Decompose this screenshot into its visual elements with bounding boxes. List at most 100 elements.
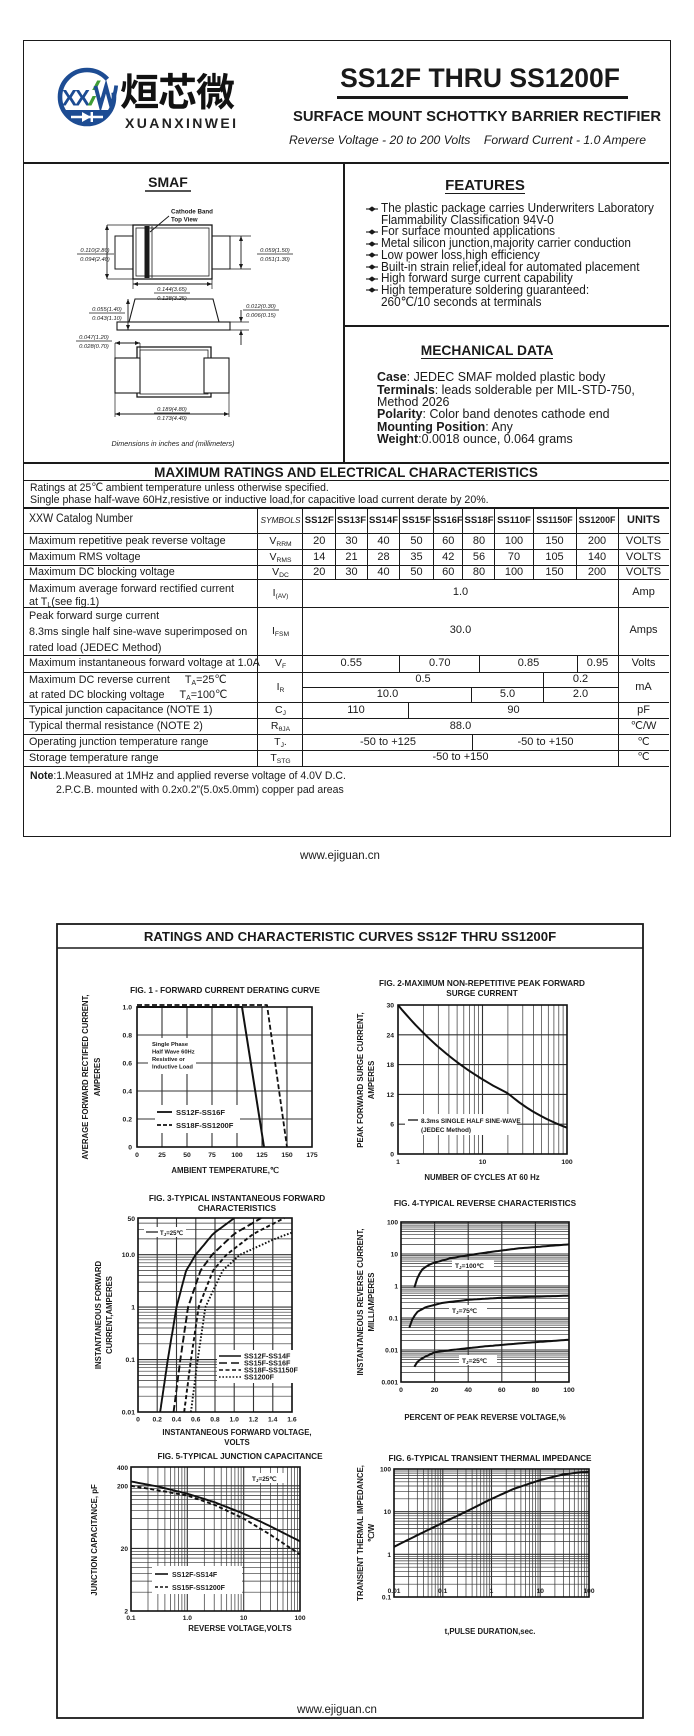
svg-text:0.028(0.70): 0.028(0.70) <box>79 344 109 350</box>
svg-text:1: 1 <box>394 1284 398 1291</box>
svg-text:0.8: 0.8 <box>123 1033 133 1040</box>
svg-text:40: 40 <box>464 1387 472 1394</box>
svg-text:100: 100 <box>563 1387 575 1394</box>
svg-text:FIG. 5-TYPICAL JUNCTION CAPACI: FIG. 5-TYPICAL JUNCTION CAPACITANCE <box>157 1452 323 1461</box>
svg-text:12: 12 <box>386 1092 394 1099</box>
svg-text:80: 80 <box>532 1387 540 1394</box>
svg-text:Resistive or: Resistive or <box>152 1057 186 1063</box>
svg-text:6: 6 <box>390 1122 394 1129</box>
svg-text:1.2: 1.2 <box>249 1417 259 1424</box>
svg-text:0.012(0.30): 0.012(0.30) <box>246 304 276 310</box>
svg-text:MILLIAMPERES: MILLIAMPERES <box>367 1273 376 1332</box>
svg-text:200: 200 <box>117 1483 128 1490</box>
svg-text:TRANSIENT THERMAL IMPEDANCE,: TRANSIENT THERMAL IMPEDANCE, <box>356 1465 365 1601</box>
svg-text:0.051(1.30): 0.051(1.30) <box>260 257 290 263</box>
svg-text:100: 100 <box>231 1152 243 1159</box>
svg-text:50: 50 <box>127 1216 135 1223</box>
svg-text:FIG. 3-TYPICAL INSTANTANEOUS F: FIG. 3-TYPICAL INSTANTANEOUS FORWARD <box>149 1194 325 1203</box>
svg-text:INSTANTANEOUS FORWARD VOLTAGE,: INSTANTANEOUS FORWARD VOLTAGE, <box>162 1428 311 1437</box>
svg-text:AVERAGE FORWARD RECTIFIED CURR: AVERAGE FORWARD RECTIFIED CURRENT, <box>81 994 90 1159</box>
svg-text:50: 50 <box>183 1152 191 1159</box>
svg-text:10.0: 10.0 <box>122 1252 135 1259</box>
svg-text:XX: XX <box>62 86 90 111</box>
svg-text:10: 10 <box>384 1509 392 1516</box>
svg-text:RATINGS AND CHARACTERISTIC CUR: RATINGS AND CHARACTERISTIC CURVES SS12F … <box>144 929 556 944</box>
svg-text:SURGE CURRENT: SURGE CURRENT <box>446 989 517 998</box>
svg-text:20: 20 <box>121 1546 129 1553</box>
svg-text:100: 100 <box>583 1588 594 1595</box>
svg-text:10: 10 <box>479 1159 487 1166</box>
svg-text:SS12F-SS16F: SS12F-SS16F <box>176 1108 225 1117</box>
svg-text:1: 1 <box>396 1159 400 1166</box>
svg-text:0.055(1.40): 0.055(1.40) <box>92 307 122 313</box>
svg-text:0.173(4.40): 0.173(4.40) <box>157 416 187 422</box>
svg-text:CURRENT,AMPERES: CURRENT,AMPERES <box>105 1276 114 1354</box>
svg-text:0.059(1.50): 0.059(1.50) <box>260 248 290 254</box>
svg-text:400: 400 <box>117 1465 128 1472</box>
svg-text:0.1: 0.1 <box>126 1357 136 1364</box>
svg-text:FIG. 6-TYPICAL TRANSIENT THERM: FIG. 6-TYPICAL TRANSIENT THERMAL IMPEDAN… <box>388 1454 592 1463</box>
svg-text:Half Wave 60Hz: Half Wave 60Hz <box>152 1050 195 1056</box>
svg-text:TJ=25℃: TJ=25℃ <box>462 1357 488 1365</box>
svg-text:0.1: 0.1 <box>382 1595 391 1602</box>
svg-text:Dimensions in inches and (mill: Dimensions in inches and (millimeters) <box>111 439 234 448</box>
svg-text:0.4: 0.4 <box>123 1089 133 1096</box>
svg-text:175: 175 <box>306 1152 318 1159</box>
svg-text:TJ=100℃: TJ=100℃ <box>455 1262 484 1270</box>
svg-text:1: 1 <box>490 1588 494 1595</box>
svg-text:0: 0 <box>128 1145 132 1152</box>
svg-text:AMBIENT TEMPERATURE,℃: AMBIENT TEMPERATURE,℃ <box>171 1166 279 1175</box>
svg-text:0: 0 <box>399 1387 403 1394</box>
svg-text:1.0: 1.0 <box>183 1615 192 1622</box>
svg-text:TJ=75℃: TJ=75℃ <box>452 1307 478 1315</box>
svg-text:0.8: 0.8 <box>210 1417 220 1424</box>
svg-text:t,PULSE DURATION,sec.: t,PULSE DURATION,sec. <box>445 1627 536 1636</box>
svg-text:0.1: 0.1 <box>126 1615 135 1622</box>
svg-text:SS15F-SS16F: SS15F-SS16F <box>244 1358 291 1367</box>
svg-text:0.110(2.80): 0.110(2.80) <box>80 248 109 254</box>
svg-text:0.189(4.80): 0.189(4.80) <box>157 407 187 413</box>
svg-text:0.144(3.65): 0.144(3.65) <box>157 287 187 293</box>
svg-text:SS18F-SS1200F: SS18F-SS1200F <box>176 1121 234 1130</box>
svg-text:1.6: 1.6 <box>287 1417 297 1424</box>
svg-text:REVERSE VOLTAGE,VOLTS: REVERSE VOLTAGE,VOLTS <box>188 1624 292 1633</box>
svg-text:100: 100 <box>294 1615 305 1622</box>
svg-text:100: 100 <box>387 1220 398 1227</box>
svg-text:SS12F-SS14F: SS12F-SS14F <box>172 1572 218 1579</box>
svg-text:0.4: 0.4 <box>172 1417 182 1424</box>
svg-text:0: 0 <box>390 1152 394 1159</box>
svg-text:0.047(1.20): 0.047(1.20) <box>79 335 109 341</box>
svg-text:2: 2 <box>124 1609 128 1616</box>
svg-text:8.3ms SINGLE HALF SINE-WAVE: 8.3ms SINGLE HALF SINE-WAVE <box>421 1118 521 1125</box>
svg-text:10: 10 <box>240 1615 248 1622</box>
svg-text:0.6: 0.6 <box>123 1061 133 1068</box>
svg-text:10: 10 <box>537 1588 545 1595</box>
svg-text:0.2: 0.2 <box>153 1417 163 1424</box>
svg-text:100: 100 <box>561 1159 573 1166</box>
svg-text:0.2: 0.2 <box>123 1117 133 1124</box>
svg-text:0: 0 <box>136 1417 140 1424</box>
svg-text:24: 24 <box>386 1032 394 1039</box>
svg-text:1: 1 <box>387 1552 391 1559</box>
svg-text:SS18F-SS1150F: SS18F-SS1150F <box>244 1365 299 1374</box>
svg-text:JUNCTION CAPACITANCE, pF: JUNCTION CAPACITANCE, pF <box>90 1484 99 1596</box>
svg-text:125: 125 <box>256 1152 268 1159</box>
svg-text:Inductive Load: Inductive Load <box>152 1065 193 1071</box>
svg-text:PEAK FORWARD SURGE CURRENT,: PEAK FORWARD SURGE CURRENT, <box>356 1012 365 1147</box>
svg-text:SS1200F: SS1200F <box>244 1372 275 1381</box>
svg-text:TJ=25℃: TJ=25℃ <box>252 1476 277 1483</box>
svg-text:0: 0 <box>135 1152 139 1159</box>
svg-text:SS15F-SS1200F: SS15F-SS1200F <box>172 1585 226 1592</box>
svg-text:Top View: Top View <box>171 217 198 224</box>
svg-text:100: 100 <box>380 1467 391 1474</box>
svg-text:0.6: 0.6 <box>191 1417 201 1424</box>
svg-text:FIG. 4-TYPICAL REVERSE CHARACT: FIG. 4-TYPICAL REVERSE CHARACTERISTICS <box>394 1199 577 1208</box>
svg-text:1.0: 1.0 <box>123 1005 133 1012</box>
svg-text:PERCENT OF PEAK REVERSE VOLTAG: PERCENT OF PEAK REVERSE VOLTAGE,% <box>404 1413 565 1422</box>
svg-text:0.006(0.15): 0.006(0.15) <box>246 313 276 319</box>
svg-text:NUMBER OF CYCLES AT 60 Hz: NUMBER OF CYCLES AT 60 Hz <box>424 1173 539 1182</box>
svg-text:Single Phase: Single Phase <box>152 1042 189 1048</box>
svg-text:0.1: 0.1 <box>438 1588 447 1595</box>
svg-text:INSTANTANEOUS FORWARD: INSTANTANEOUS FORWARD <box>94 1260 103 1369</box>
svg-text:18: 18 <box>386 1062 394 1069</box>
